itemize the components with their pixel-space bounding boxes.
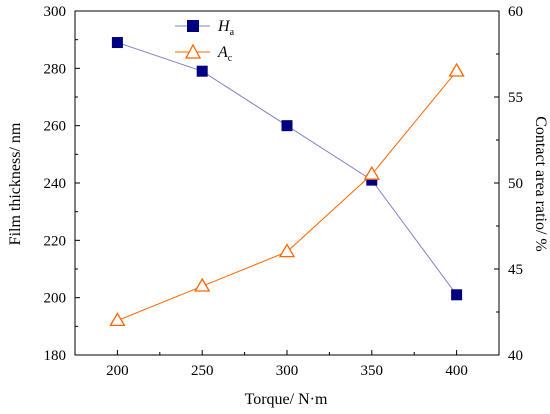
data-point-ha — [366, 174, 378, 186]
legend-label-ha: Ha — [217, 18, 235, 38]
legend: Ha Ac — [175, 18, 235, 64]
data-point-ac — [109, 312, 126, 327]
plot-area: 200 250 300 350 400 180 200 220 240 260 280 300 40 45… — [44, 4, 524, 379]
y-left-tick-label: 240 — [44, 176, 67, 192]
legend-entry-ha: Ha — [175, 18, 235, 38]
y-axis-right-title: Contact area ratio/ % — [532, 116, 549, 252]
data-point-ha — [196, 65, 208, 77]
series-line-ac — [117, 70, 457, 322]
plot-frame — [74, 10, 500, 356]
data-point-ha — [281, 120, 293, 132]
data-point-ac — [448, 62, 465, 77]
y-left-tick-label: 200 — [44, 291, 67, 307]
x-tick-label: 200 — [106, 363, 129, 379]
data-point-ac — [194, 277, 211, 292]
y-left-tick-label: 180 — [44, 348, 67, 364]
y-axis-left-title: Film thickness/ nm — [7, 122, 24, 245]
data-point-ac — [278, 243, 296, 258]
data-point-ha — [111, 37, 123, 49]
y-left-tick-label: 300 — [44, 4, 67, 20]
data-point-ac — [363, 165, 380, 180]
data-point-ha — [451, 289, 463, 301]
x-tick-label: 250 — [191, 363, 214, 379]
y-left-tick-label: 260 — [44, 119, 67, 135]
y-right-tick-label: 55 — [508, 90, 523, 106]
y-left-tick-label: 280 — [44, 61, 67, 77]
y-right-tick-label: 40 — [508, 348, 523, 364]
y-left-tick-label: 220 — [44, 233, 67, 249]
legend-label-ac: Ac — [217, 44, 233, 64]
x-tick-label: 400 — [445, 363, 468, 379]
legend-label-ac-main: A — [217, 44, 228, 61]
x-tick-label: 300 — [276, 363, 299, 379]
x-tick-label: 350 — [361, 363, 384, 379]
y-right-tick-label: 50 — [508, 176, 523, 192]
legend-label-ac-sub: c — [228, 53, 233, 64]
legend-marker-ha — [187, 20, 199, 32]
y-right-tick-label: 60 — [508, 4, 523, 20]
legend-label-ha-sub: a — [230, 27, 235, 38]
y-right-tick-label: 45 — [508, 262, 523, 278]
legend-label-ha-main: H — [217, 18, 231, 35]
x-axis-title: Torque/ N·m — [245, 391, 328, 408]
legend-marker-ac — [184, 43, 202, 59]
legend-entry-ac: Ac — [175, 43, 233, 64]
